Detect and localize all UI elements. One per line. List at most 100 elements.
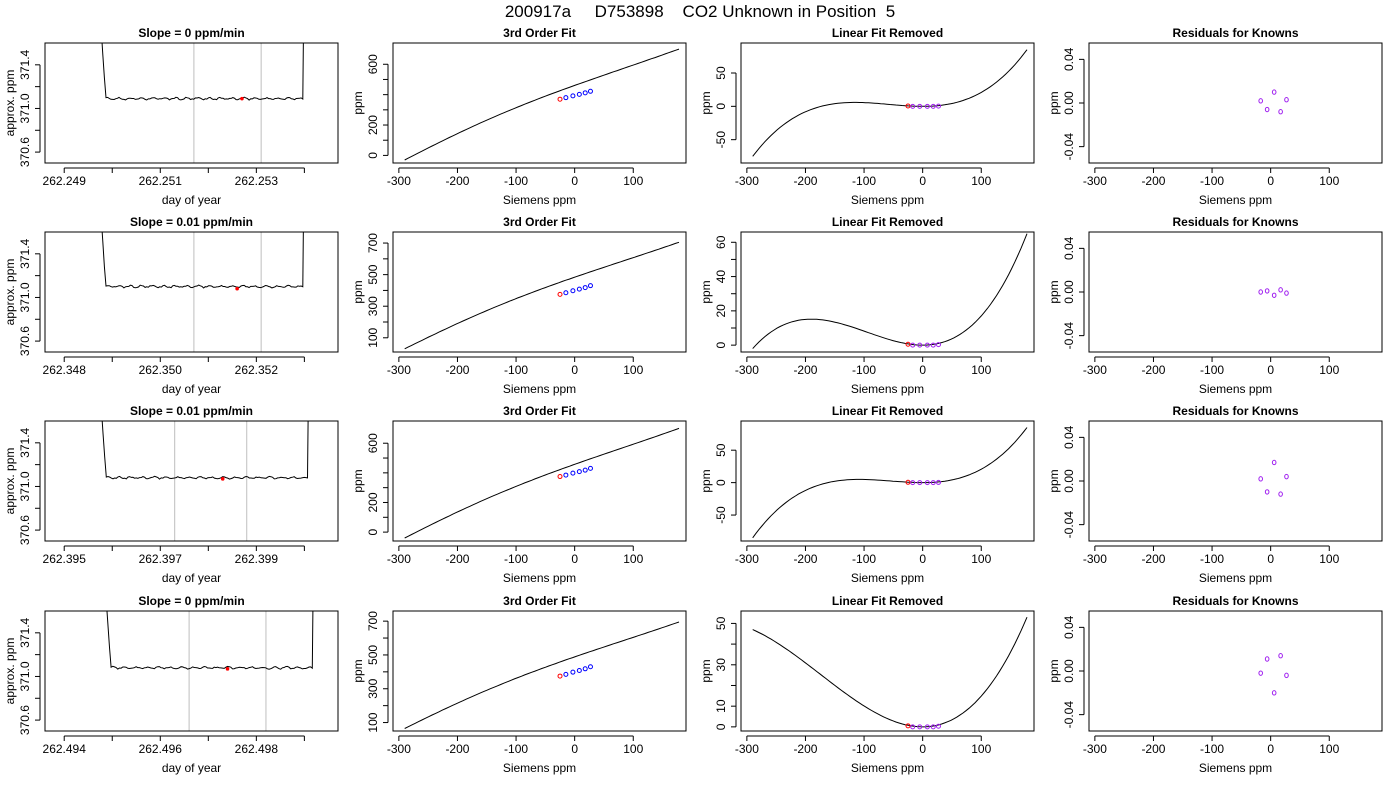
x-tick-label: 262.249 [43, 174, 87, 188]
x-tick-label: -200 [445, 363, 469, 377]
unknown-point [905, 103, 911, 109]
y-tick-label: 370.6 [18, 326, 32, 356]
plot-area [404, 241, 680, 350]
x-tick-label: -300 [1083, 174, 1107, 188]
y-tick-label: 0.00 [1062, 280, 1076, 304]
y-tick-label: 10 [714, 699, 728, 713]
plot-area [404, 621, 680, 729]
panel-r2-c3: Linear Fit Removed -300 -200 -100 0 100 Siemen… [699, 215, 1035, 396]
plot-area [404, 427, 680, 539]
known-point [935, 723, 941, 729]
x-tick-label: -300 [387, 742, 411, 756]
y-axis-label: approx. ppm [3, 70, 17, 137]
x-tick-label: 0 [919, 552, 926, 566]
x-tick-label: -100 [1200, 174, 1224, 188]
known-point [570, 288, 576, 294]
y-axis-label: approx. ppm [3, 448, 17, 515]
x-tick-label: 262.494 [43, 742, 87, 756]
residual-point [1264, 288, 1270, 294]
y-tick-label: 0.04 [1062, 236, 1076, 260]
plot-area [752, 616, 1028, 730]
panel-r4-c2: 3rd Order Fit -300 -200 -100 0 100 Siemens ppm… [351, 594, 687, 775]
x-axis-label: day of year [162, 193, 221, 207]
residual-point [1278, 491, 1283, 497]
x-tick-label: 262.496 [139, 742, 183, 756]
y-tick-label: 0 [714, 479, 728, 486]
y-tick-label: 30 [714, 658, 728, 672]
residual-point [1264, 489, 1270, 495]
y-tick-label: 371.4 [18, 427, 32, 457]
plot-area [1258, 287, 1289, 298]
x-tick-label: 262.397 [139, 552, 183, 566]
trace-line [101, 421, 309, 480]
x-tick-label: -200 [793, 174, 817, 188]
y-tick-label: 371.4 [18, 49, 32, 79]
page-title: 200917a D753898 CO2 Unknown in Position … [504, 2, 896, 21]
panel-r2-c4: Residuals for Knowns -300 -200 -100 0 100 Siem… [1047, 215, 1383, 396]
panel-title: Residuals for Knowns [1172, 215, 1298, 229]
x-tick-label: 262.348 [43, 363, 87, 377]
unknown-point [905, 479, 911, 485]
known-point [935, 479, 941, 485]
x-tick-label: 0 [571, 742, 578, 756]
y-tick-label: 300 [366, 678, 380, 698]
x-axis-label: Siemens ppm [1199, 761, 1272, 775]
unknown-point [220, 477, 225, 481]
plot-area [404, 48, 680, 161]
panel-r3-c1: Slope = 0.01 ppm/min 262.395 262.397 262.39… [3, 404, 339, 585]
plot-area [752, 427, 1028, 539]
known-point [570, 470, 576, 476]
panel-title: Residuals for Knowns [1172, 404, 1298, 418]
residual-point [1271, 690, 1277, 696]
y-tick-label: 0.04 [1062, 615, 1076, 639]
panel-r1-c1: Slope = 0 ppm/min 262.249 262.251 262.253 da… [3, 26, 339, 207]
x-tick-label: 262.498 [235, 742, 279, 756]
x-tick-label: 0 [1267, 742, 1274, 756]
trace-line [106, 611, 314, 670]
plot-frame [44, 231, 339, 353]
y-tick-label: 371.0 [18, 661, 32, 691]
residual-curve [752, 49, 1028, 157]
residual-curve [752, 616, 1028, 728]
x-tick-label: 100 [971, 552, 991, 566]
x-tick-label: -300 [1083, 742, 1107, 756]
panel-title: Residuals for Knowns [1172, 26, 1298, 40]
residual-point [1271, 89, 1277, 95]
x-tick-label: -300 [1083, 552, 1107, 566]
known-point [587, 283, 593, 289]
fit-curve [404, 621, 680, 729]
plot-frame [44, 420, 339, 542]
plot-frame [740, 610, 1035, 732]
plot-area [752, 49, 1028, 157]
panel-title: Slope = 0 ppm/min [138, 594, 244, 608]
x-tick-label: -200 [793, 363, 817, 377]
y-tick-label: 0.04 [1062, 47, 1076, 71]
unknown-point [557, 673, 563, 679]
y-tick-label: 600 [366, 54, 380, 74]
x-axis-label: Siemens ppm [851, 193, 924, 207]
panel-r4-c3: Linear Fit Removed-300 -200 -100 0 100Siemen… [699, 594, 1035, 775]
x-tick-label: -100 [852, 363, 876, 377]
panel-r3-c2: 3rd Order Fit -300 -200 -100 0 100 Siemens ppm… [351, 404, 687, 585]
known-point [924, 724, 930, 730]
residual-point [1284, 672, 1289, 679]
x-axis-label: Siemens ppm [503, 382, 576, 396]
trace-line [101, 232, 304, 289]
known-point [917, 103, 923, 109]
y-tick-label: 20 [714, 304, 728, 318]
x-tick-label: 262.352 [235, 363, 279, 377]
y-axis-label: ppm [699, 659, 713, 682]
panel-title: 3rd Order Fit [503, 26, 576, 40]
residual-point [1284, 97, 1289, 103]
x-tick-label: -100 [1200, 552, 1224, 566]
x-tick-label: 0 [571, 174, 578, 188]
x-tick-label: -100 [852, 742, 876, 756]
plot-frame [44, 610, 339, 732]
plot-frame [392, 42, 687, 164]
y-tick-label: 200 [366, 115, 380, 135]
x-tick-label: -300 [387, 363, 411, 377]
known-point [563, 472, 569, 478]
panel-r4-c4: Residuals for Knowns -300 -200 -100 0 100 Siem… [1047, 594, 1383, 775]
x-axis-label: day of year [162, 382, 221, 396]
y-tick-label: 60 [714, 235, 728, 249]
